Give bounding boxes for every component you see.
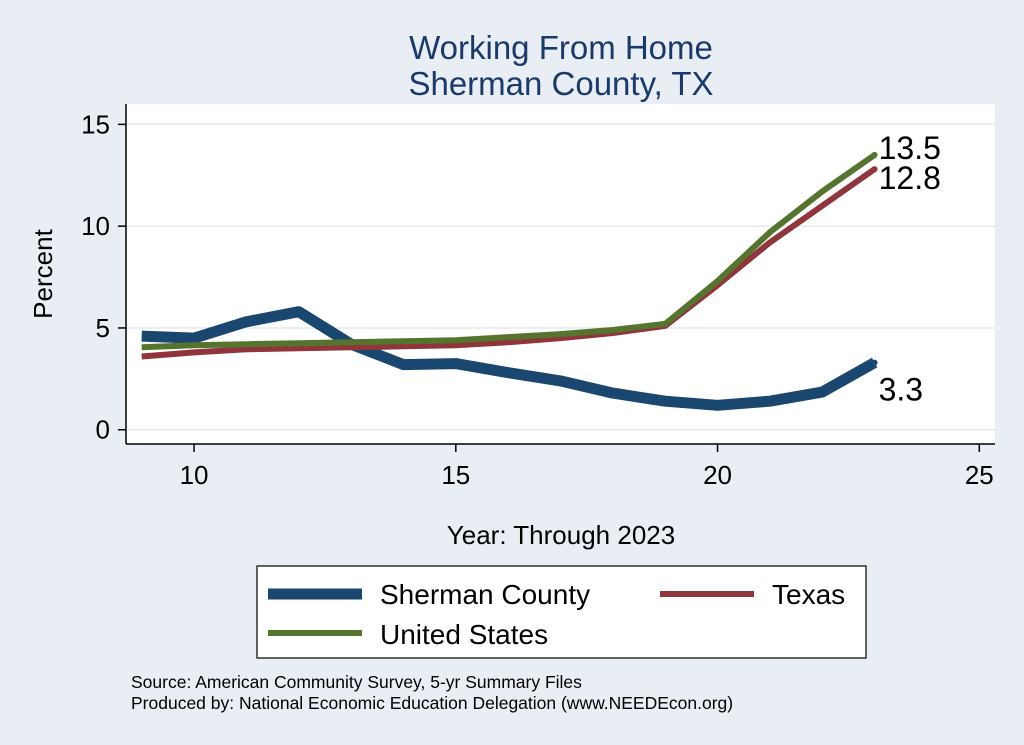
grid-lines (126, 123, 995, 431)
legend-label-united-states: United States (380, 619, 548, 650)
y-tick-label-15: 15 (81, 109, 110, 139)
x-tick-label-15: 15 (441, 460, 470, 490)
legend: Sherman County Texas United States (256, 565, 867, 659)
axes: 0 5 10 15 10 15 20 25 (81, 104, 995, 490)
end-labels: 3.3 12.813.5 (879, 130, 941, 408)
series-line-sherman-county (141, 306, 878, 411)
legend-box (256, 565, 867, 659)
plot-area (126, 104, 995, 444)
legend-label-texas: Texas (772, 579, 845, 610)
end-point-sherman-county (871, 359, 878, 366)
end-point-united-states (871, 151, 878, 158)
chart-subtitle: Sherman County, TX (408, 65, 713, 102)
y-tick-label-10: 10 (81, 211, 110, 241)
end-label-texas: 12.8 (879, 160, 941, 196)
y-axis-title: Percent (28, 228, 58, 318)
y-tick-label-0: 0 (96, 415, 110, 445)
series-lines (141, 151, 878, 411)
x-tick-label-25: 25 (965, 460, 994, 490)
x-axis-title: Year: Through 2023 (447, 520, 675, 550)
y-tick-label-5: 5 (96, 313, 110, 343)
series-line-texas (141, 166, 877, 360)
x-tick-label-10: 10 (180, 460, 209, 490)
legend-label-sherman-county: Sherman County (380, 579, 590, 610)
series-line-united-states (141, 152, 877, 351)
producer-note: Produced by: National Economic Education… (131, 693, 733, 713)
end-point-texas (871, 166, 878, 173)
end-label-united-states: 13.5 (879, 130, 941, 166)
end-label-sherman-county: 3.3 (879, 372, 923, 408)
chart-title: Working From Home (409, 29, 713, 66)
source-note: Source: American Community Survey, 5-yr … (131, 672, 582, 692)
x-tick-label-20: 20 (703, 460, 732, 490)
